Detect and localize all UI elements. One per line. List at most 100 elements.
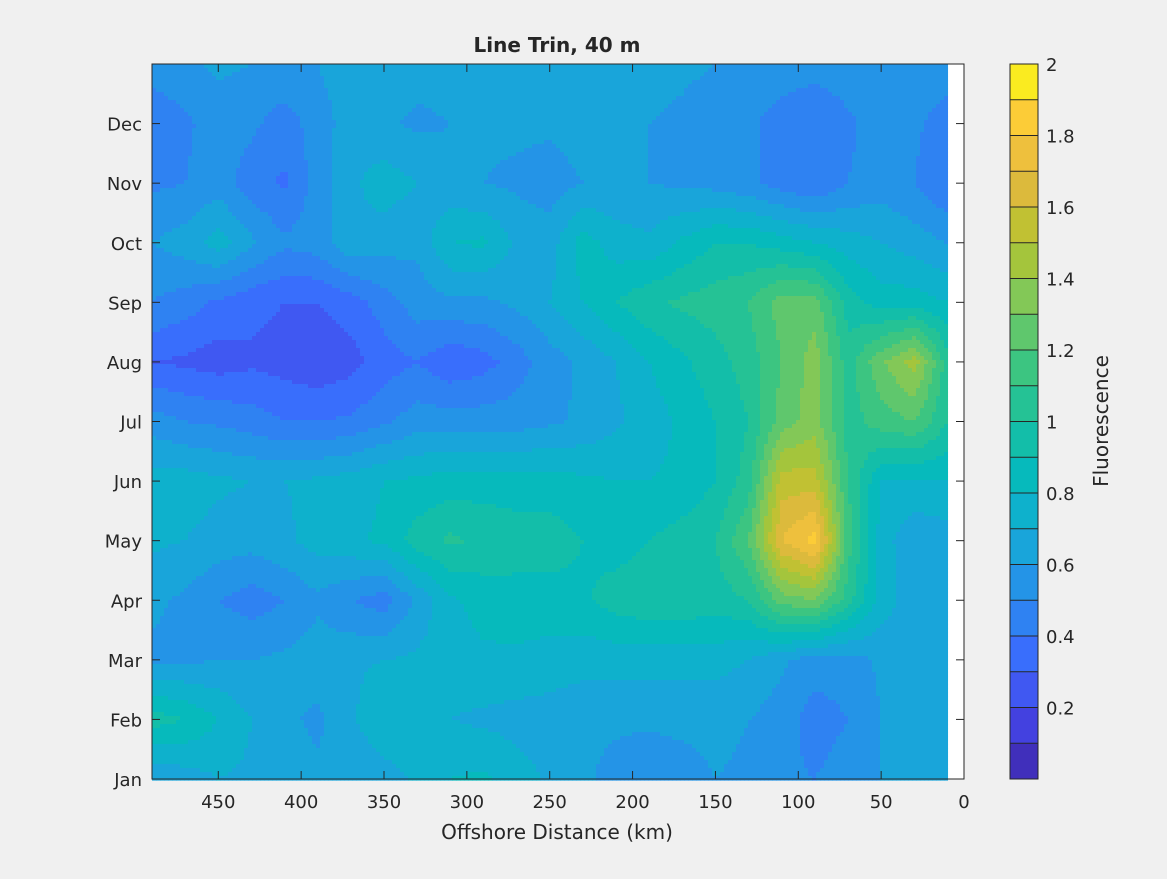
heatmap-cell xyxy=(408,136,413,141)
heatmap-cell xyxy=(896,124,901,129)
heatmap-cell xyxy=(672,116,677,121)
heatmap-cell xyxy=(336,124,341,129)
heatmap-cell xyxy=(272,132,277,137)
heatmap-cell xyxy=(596,100,601,105)
heatmap-cell xyxy=(392,116,397,121)
heatmap-cell xyxy=(280,100,285,105)
heatmap-cell xyxy=(552,132,557,137)
heatmap-cell xyxy=(340,112,345,117)
heatmap-cell xyxy=(568,144,573,149)
heatmap-cell xyxy=(632,96,637,101)
heatmap-cell xyxy=(252,80,257,85)
heatmap-cell xyxy=(456,136,461,141)
heatmap-cell xyxy=(844,100,849,105)
heatmap-cell xyxy=(492,140,497,145)
heatmap-cell xyxy=(532,100,537,105)
heatmap-cell xyxy=(728,136,733,141)
heatmap-cell xyxy=(592,88,597,93)
heatmap-cell xyxy=(720,64,725,69)
heatmap-cell xyxy=(736,64,741,69)
heatmap-cell xyxy=(464,72,469,77)
heatmap-cell xyxy=(468,116,473,121)
heatmap-cell xyxy=(632,76,637,81)
heatmap-cell xyxy=(564,100,569,105)
heatmap-cell xyxy=(684,96,689,101)
heatmap-cell xyxy=(516,140,521,145)
heatmap-cell xyxy=(780,136,785,141)
heatmap-cell xyxy=(324,72,329,77)
heatmap-cell xyxy=(836,100,841,105)
heatmap-cell xyxy=(792,64,797,69)
heatmap-cell xyxy=(356,84,361,89)
heatmap-cell xyxy=(160,100,165,105)
heatmap-cell xyxy=(816,136,821,141)
heatmap-cell xyxy=(276,124,281,129)
heatmap-cell xyxy=(704,128,709,133)
heatmap-cell xyxy=(684,140,689,145)
heatmap-cell xyxy=(740,140,745,145)
heatmap-cell xyxy=(580,88,585,93)
heatmap-cell xyxy=(632,112,637,117)
heatmap-cell xyxy=(340,88,345,93)
heatmap-cell xyxy=(928,84,933,89)
heatmap-cell xyxy=(904,64,909,69)
heatmap-cell xyxy=(528,116,533,121)
heatmap-cell xyxy=(616,144,621,149)
heatmap-cell xyxy=(512,120,517,125)
heatmap-cell xyxy=(248,80,253,85)
heatmap-cell xyxy=(460,140,465,145)
heatmap-cell xyxy=(708,76,713,81)
heatmap-cell xyxy=(464,120,469,125)
heatmap-cell xyxy=(660,136,665,141)
heatmap-cell xyxy=(372,144,377,149)
heatmap-cell xyxy=(248,124,253,129)
heatmap-cell xyxy=(244,96,249,101)
heatmap-cell xyxy=(228,80,233,85)
heatmap-cell xyxy=(240,100,245,105)
heatmap-cell xyxy=(456,84,461,89)
heatmap-cell xyxy=(284,92,289,97)
heatmap-cell xyxy=(532,140,537,145)
heatmap-cell xyxy=(876,72,881,77)
heatmap-cell xyxy=(188,108,193,113)
heatmap-cell xyxy=(644,68,649,73)
heatmap-cell xyxy=(632,116,637,121)
heatmap-cell xyxy=(860,128,865,133)
heatmap-cell xyxy=(732,112,737,117)
heatmap-cell xyxy=(644,64,649,69)
heatmap-cell xyxy=(184,80,189,85)
heatmap-cell xyxy=(748,88,753,93)
heatmap-cell xyxy=(768,132,773,137)
heatmap-cell xyxy=(832,92,837,97)
heatmap-cell xyxy=(232,80,237,85)
heatmap-cell xyxy=(700,76,705,81)
heatmap-cell xyxy=(916,100,921,105)
heatmap-cell xyxy=(824,108,829,113)
heatmap-cell xyxy=(812,112,817,117)
heatmap-cell xyxy=(588,84,593,89)
heatmap-cell xyxy=(860,108,865,113)
heatmap-cell xyxy=(476,140,481,145)
heatmap-cell xyxy=(912,140,917,145)
heatmap-cell xyxy=(260,64,265,69)
heatmap-cell xyxy=(780,120,785,125)
heatmap-cell xyxy=(396,84,401,89)
heatmap-cell xyxy=(720,112,725,117)
heatmap-cell xyxy=(372,80,377,85)
heatmap-cell xyxy=(580,92,585,97)
heatmap-cell xyxy=(788,112,793,117)
heatmap-cell xyxy=(600,132,605,137)
heatmap-cell xyxy=(312,124,317,129)
heatmap-cell xyxy=(884,88,889,93)
heatmap-cell xyxy=(496,80,501,85)
heatmap-cell xyxy=(204,92,209,97)
heatmap-cell xyxy=(636,112,641,117)
heatmap-cell xyxy=(228,76,233,81)
heatmap-cell xyxy=(552,72,557,77)
heatmap-cell xyxy=(724,144,729,149)
heatmap-cell xyxy=(296,68,301,73)
heatmap-cell xyxy=(844,140,849,145)
heatmap-cell xyxy=(856,88,861,93)
heatmap-cell xyxy=(680,92,685,97)
